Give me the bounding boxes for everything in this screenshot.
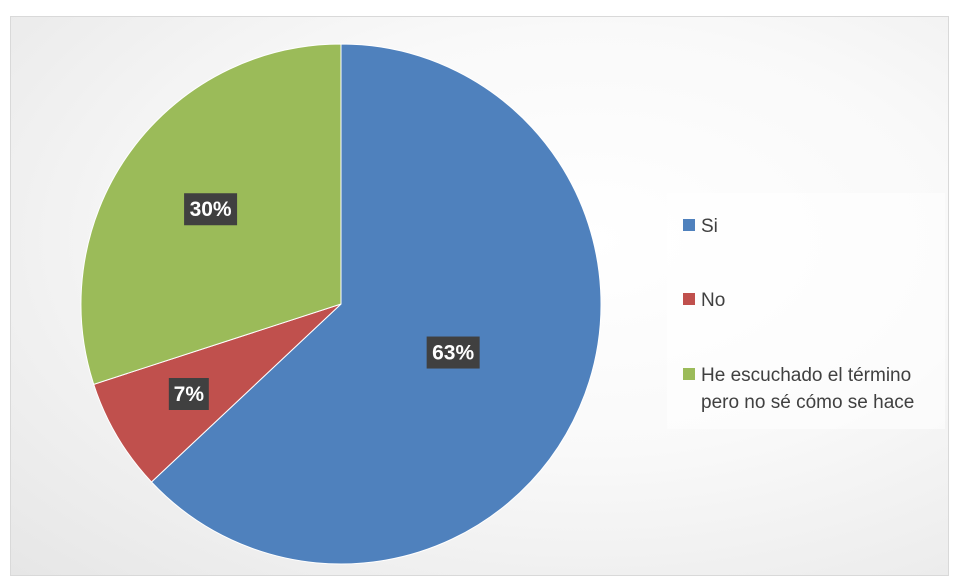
- pie-chart: 63% 7% 30%: [80, 43, 602, 565]
- legend-swatch-no: [683, 293, 695, 305]
- legend-item-si: Si: [683, 213, 951, 240]
- legend: Si No He escuchado el término pero no sé…: [667, 193, 945, 429]
- data-label-background: [168, 377, 209, 410]
- legend-label-no: No: [701, 290, 726, 311]
- data-label-text: 7%: [174, 383, 205, 406]
- data-label-text: 63%: [432, 342, 474, 365]
- pie-slice-no: [93, 303, 342, 483]
- legend-item-no: No: [683, 287, 951, 314]
- legend-label-he-escuchado: He escuchado el término pero no sé cómo …: [701, 365, 915, 413]
- legend-item-he-escuchado: He escuchado el término pero no sé cómo …: [683, 362, 951, 416]
- data-label-si: 63%: [426, 336, 480, 369]
- chart-area: 63% 7% 30% Si No He escuchado el término p…: [10, 16, 949, 576]
- data-label-background: [184, 193, 238, 226]
- data-label-he-escuchado: 30%: [184, 193, 238, 226]
- legend-swatch-he-escuchado: [683, 368, 695, 380]
- data-label-no: 7%: [168, 377, 209, 410]
- legend-swatch-si: [683, 219, 695, 231]
- data-label-background: [426, 336, 480, 369]
- legend-label-si: Si: [701, 216, 718, 237]
- pie-slice-si: [150, 43, 602, 565]
- data-label-text: 30%: [190, 198, 232, 221]
